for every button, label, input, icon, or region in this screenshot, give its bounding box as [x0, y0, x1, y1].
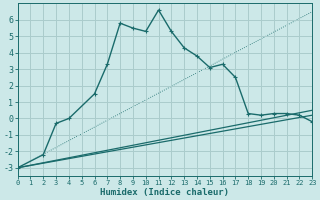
X-axis label: Humidex (Indice chaleur): Humidex (Indice chaleur) [100, 188, 229, 197]
